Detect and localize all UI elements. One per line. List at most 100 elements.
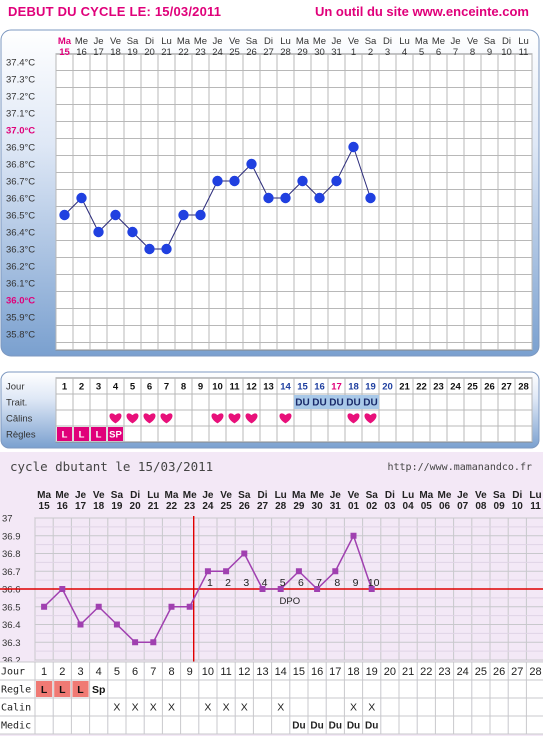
chart2-day-name: Ve [220, 490, 232, 501]
chart2-day-name: Lu [402, 490, 414, 501]
chart2-dpo-label: DPO [280, 596, 301, 607]
chart2-day-name: Lu [529, 490, 541, 501]
table1-row-label: Trait. [6, 398, 27, 409]
chart1-data-point [59, 209, 70, 221]
table1-trait-label: DU [329, 398, 343, 409]
chart1-data-point [195, 209, 206, 221]
table1-day-number: 16 [314, 382, 325, 393]
chart2-data-point [59, 586, 66, 592]
chart2-day-number: 06 [439, 501, 451, 512]
chart2-data-point [132, 639, 139, 646]
chart2-regle-cell [54, 681, 71, 697]
chart2-data-point [241, 550, 248, 557]
chart2-data-point [368, 586, 375, 592]
chart2-ytick-label: 37 [2, 514, 13, 525]
chart1-ytick-label: 37.3°C [6, 75, 35, 86]
chart1-ytick-label: 37.0°C [6, 126, 35, 137]
chart1-day-number: 31 [331, 47, 342, 58]
chart1-day-name: Je [212, 36, 222, 47]
table1-day-number: 14 [280, 382, 291, 393]
table1-heart-icon [109, 413, 122, 424]
chart1-day-number: 28 [280, 47, 291, 58]
chart2-table-day: 11 [220, 666, 231, 678]
chart1-day-number: 5 [419, 47, 424, 58]
chart2-dpo-number: 7 [316, 577, 322, 589]
chart1-day-number: 21 [161, 47, 172, 58]
chart1-day-number: 23 [195, 47, 206, 58]
chart1-ytick-label: 36.1°C [6, 279, 35, 290]
table1-regle-label: SP [109, 430, 122, 441]
table1-day-number: 15 [297, 382, 308, 393]
chart2-day-number: 03 [384, 501, 396, 512]
table1-day-number: 27 [501, 382, 512, 393]
chart2-table-day: 12 [238, 666, 250, 678]
chart2-table-day: 25 [475, 666, 487, 678]
table1-day-number: 6 [147, 382, 152, 393]
chart1-ytick-label: 36.9°C [6, 143, 35, 154]
chart2-data-point [95, 603, 102, 610]
chart1-day-name: Ma [296, 36, 310, 47]
chart2-ytick-label: 36.2 [2, 656, 21, 667]
chart2-table-day: 28 [529, 666, 541, 678]
chart1-day-number: 8 [470, 47, 475, 58]
table1-trait-label: DU [295, 398, 309, 409]
chart1-data-point [178, 209, 189, 221]
table1-day-number: 23 [433, 382, 444, 393]
chart1-day-name: Ve [348, 36, 359, 47]
table1-day-number: 4 [113, 382, 119, 393]
table1-heart-icon [211, 413, 224, 424]
chart2-table-day: 20 [384, 666, 396, 678]
chart1-ytick-label: 36.4°C [6, 228, 35, 239]
chart1-day-name: Di [502, 36, 511, 47]
chart2-data-point [223, 568, 230, 575]
chart1-day-name: Sa [484, 36, 496, 47]
chart2-day-name: Me [310, 490, 324, 501]
chart1-day-name: Ma [58, 36, 72, 47]
chart1-day-number: 25 [229, 47, 240, 58]
chart2-dpo-number: 2 [225, 577, 231, 589]
chart1-day-name: Sa [246, 36, 258, 47]
page-header: DEBUT DU CYCLE LE: 15/03/2011 Un outil d… [0, 0, 543, 26]
chart2-data-point [277, 586, 284, 592]
chart2-day-name: Ma [37, 490, 51, 501]
chart1-day-number: 10 [501, 47, 512, 58]
chart1-day-number: 29 [297, 47, 308, 58]
chart2-medic-label: Du [310, 721, 323, 732]
table1-day-number: 5 [130, 382, 136, 393]
chart2-table-day: 1 [41, 666, 47, 678]
chart2-day-number: 24 [202, 501, 214, 512]
chart2-day-name: Ve [348, 490, 360, 501]
table1-trait-cell [311, 395, 328, 409]
chart1-data-point [297, 175, 308, 187]
chart1-day-name: Me [432, 36, 445, 47]
chart2-row-label: Jour [1, 667, 25, 678]
chart2-day-number: 26 [239, 501, 251, 512]
chart2-day-name: Ve [93, 490, 105, 501]
chart2-ytick-label: 36.5 [2, 602, 21, 613]
chart1-data-point [314, 192, 325, 204]
table1-regle-label: L [96, 430, 102, 441]
chart2-data-point [41, 603, 48, 610]
chart2-table-day: 5 [114, 666, 120, 678]
chart1-data-point [93, 226, 104, 238]
chart1-ytick-label: 35.8°C [6, 330, 35, 341]
chart2-day-number: 31 [330, 501, 342, 512]
chart2-data-point [259, 586, 266, 592]
chart1-day-name: Lu [399, 36, 410, 47]
table1-regle-cell [74, 427, 89, 441]
table1-row-label: Jour [6, 382, 24, 393]
table1-day-number: 26 [484, 382, 495, 393]
chart2-day-number: 16 [57, 501, 69, 512]
cycle-start-heading: DEBUT DU CYCLE LE: 15/03/2011 [8, 4, 221, 19]
chart2-table-day: 22 [420, 666, 432, 678]
chart2-day-name: Ma [419, 490, 433, 501]
chart2-calin-mark: X [223, 702, 230, 714]
chart2-calin-mark: X [113, 702, 120, 714]
chart1-data-point [76, 192, 87, 204]
chart2-ytick-label: 36.4 [2, 620, 21, 631]
chart2-day-number: 25 [221, 501, 233, 512]
chart1-day-name: Ve [229, 36, 240, 47]
chart2-day-number: 19 [111, 501, 123, 512]
chart1-day-name: Lu [280, 36, 291, 47]
chart2-ytick-label: 36.6 [2, 585, 21, 596]
